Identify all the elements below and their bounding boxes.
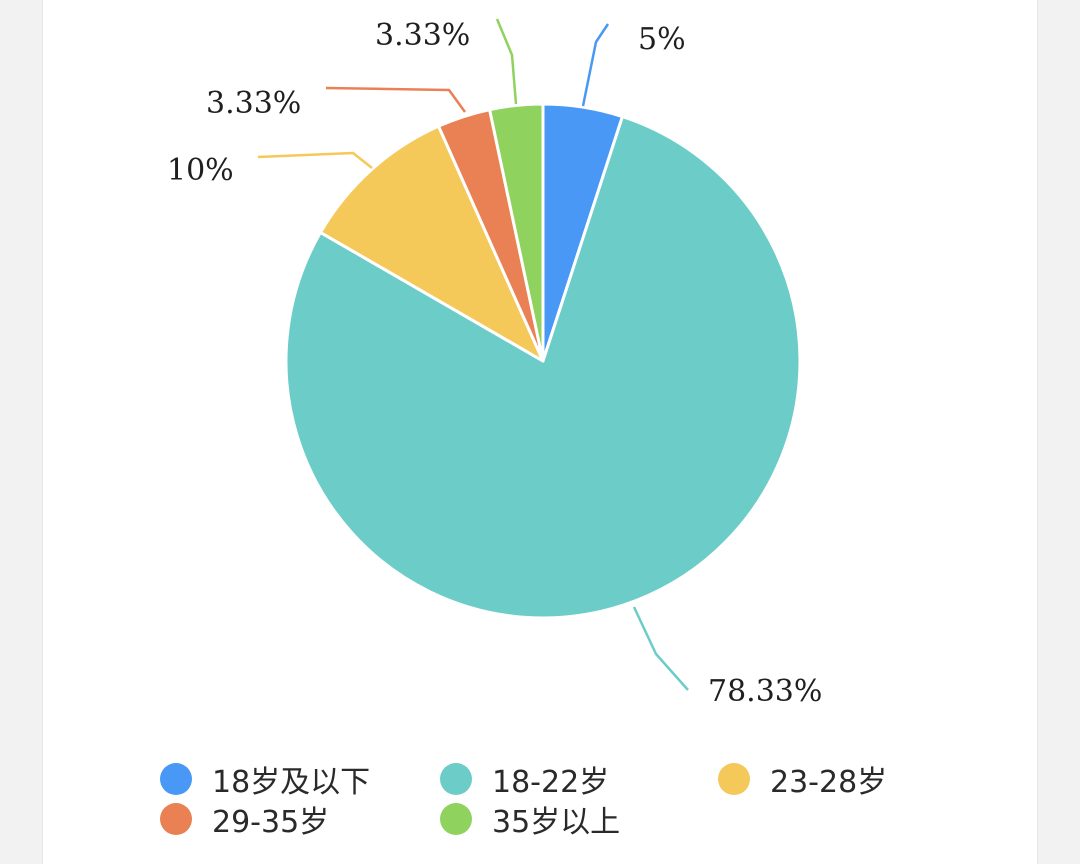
legend-item-2[interactable]: 23-28岁 bbox=[718, 757, 887, 801]
data-label-3: 3.33% bbox=[206, 86, 301, 121]
legend-label-1: 18-22岁 bbox=[492, 765, 610, 800]
data-label-0: 5% bbox=[638, 22, 686, 57]
legend-item-3[interactable]: 29-35岁 bbox=[160, 797, 329, 841]
legend-item-1[interactable]: 18-22岁 bbox=[440, 757, 609, 801]
legend-item-0[interactable]: 18岁及以下 bbox=[160, 757, 370, 801]
data-label-4: 3.33% bbox=[375, 18, 470, 53]
legend-swatch-4 bbox=[440, 803, 472, 835]
legend-swatch-2 bbox=[718, 763, 750, 795]
leader-line-2 bbox=[257, 151, 373, 169]
legend-label-3: 29-35岁 bbox=[212, 805, 330, 840]
pie-slice-2[interactable] bbox=[318, 124, 545, 363]
leader-line-3 bbox=[325, 86, 467, 113]
legend-swatch-0 bbox=[160, 763, 192, 795]
legend-item-4[interactable]: 35岁以上 bbox=[440, 797, 620, 841]
leader-line-0 bbox=[581, 23, 610, 107]
data-label-2: 10% bbox=[167, 153, 234, 188]
pie-slice-4[interactable] bbox=[488, 102, 545, 363]
legend-swatch-3 bbox=[160, 803, 192, 835]
legend-label-0: 18岁及以下 bbox=[212, 765, 371, 800]
data-label-1: 78.33% bbox=[708, 674, 822, 709]
pie-slice-1[interactable] bbox=[284, 115, 802, 620]
legend-label-2: 23-28岁 bbox=[770, 765, 888, 800]
legend-swatch-1 bbox=[440, 763, 472, 795]
legend-label-4: 35岁以上 bbox=[492, 805, 621, 840]
leader-line-4 bbox=[495, 18, 518, 105]
leader-line-1 bbox=[632, 606, 689, 691]
